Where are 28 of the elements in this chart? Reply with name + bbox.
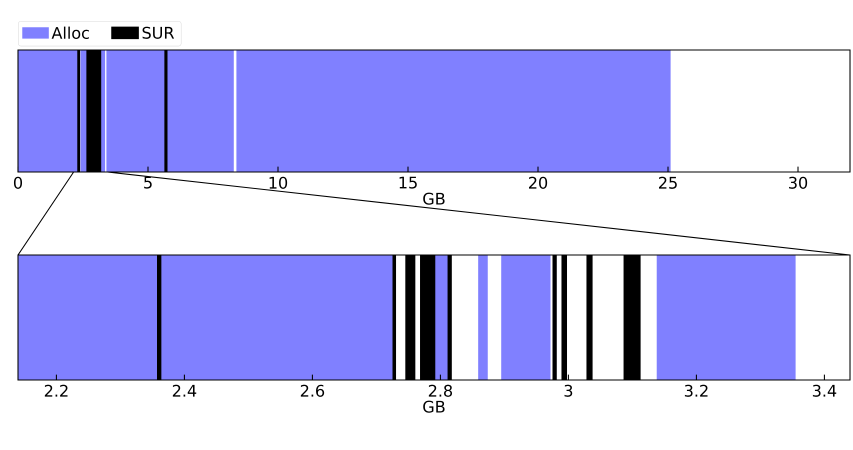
bar <box>168 50 234 172</box>
bar <box>656 255 796 380</box>
x-tick-label: 5 <box>144 176 152 189</box>
bar <box>236 50 671 172</box>
legend-label: Alloc <box>52 26 89 39</box>
x-tick-label: 0 <box>14 176 22 189</box>
x-tick-label: 15 <box>400 176 417 189</box>
bar <box>18 255 158 380</box>
x-axis-title: GB <box>423 192 445 205</box>
x-tick-label: 2.8 <box>428 384 452 397</box>
bar <box>501 255 550 380</box>
x-tick-label: 3.4 <box>812 384 836 397</box>
bar <box>80 50 87 172</box>
x-tick-label: 2.4 <box>172 384 196 397</box>
bar <box>18 50 78 172</box>
x-tick-label: 20 <box>528 176 548 189</box>
x-tick-label: 30 <box>789 176 808 189</box>
x-tick-label: 3.2 <box>684 384 708 397</box>
bar <box>435 255 448 380</box>
x-tick-label: 3 <box>564 384 572 397</box>
x-tick-label: 10 <box>270 176 288 189</box>
legend-label: SUR <box>142 26 174 39</box>
x-axis-title: GB <box>423 400 445 413</box>
bar <box>161 255 394 380</box>
x-tick-label: 2.2 <box>44 384 68 397</box>
x-tick-label: 2.6 <box>300 384 324 397</box>
x-tick-label: 25 <box>659 176 677 189</box>
bar <box>478 255 488 380</box>
